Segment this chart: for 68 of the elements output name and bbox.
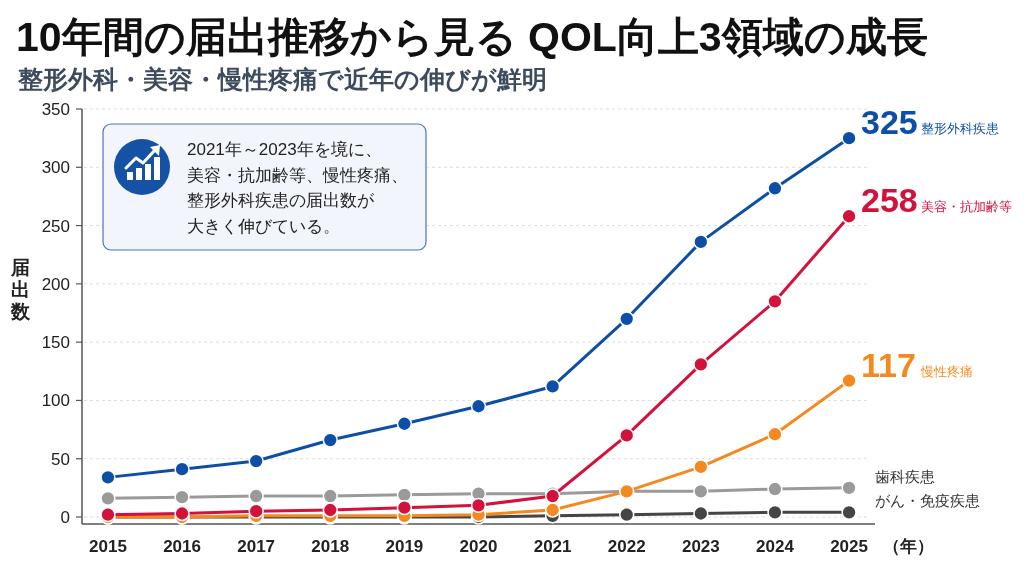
point [322,432,338,448]
point [174,489,190,505]
point [841,208,857,224]
point [396,500,413,516]
y-tick-label: 350 [41,99,70,119]
series-label: 歯科疾患 [875,467,936,485]
point [841,480,857,496]
y-tick-label: 50 [51,449,70,469]
x-tick-label: 2017 [237,537,276,556]
x-tick-label: 2015 [89,537,127,556]
point [841,504,857,520]
y-tick-label: 250 [41,216,70,236]
text: 慢性疼痛 [919,364,973,379]
point [767,180,783,196]
x-tick-label: 2021 [533,537,572,556]
point [174,505,190,522]
point [470,497,487,513]
x-tick-label: 2019 [385,537,424,556]
point [693,483,709,500]
point [174,461,190,477]
text: 美容・抗加齢等 [920,199,1012,215]
chart-subtitle: 整形外科・美容・慢性疼痛で近年の伸びが鮮明 [17,66,547,93]
point [693,459,709,475]
point [248,503,264,519]
point [470,398,487,414]
point [767,293,783,309]
point [619,507,635,523]
point [100,490,116,506]
point [248,453,264,469]
point [841,130,857,146]
point [767,504,783,520]
data-label: 258 [861,181,918,220]
chart-title: 10年間の届出推移から見る QOL向上3領域の成長 [16,14,928,60]
data-label: 325 [861,103,918,142]
point [693,505,709,522]
series-label: がん・免疫疾患 [875,492,981,510]
point [619,427,635,444]
point [767,426,783,442]
point [100,469,116,486]
annotation: 2021年～2023年を境に、美容・抗加齢等、慢性疼痛、整形外科疾患の届出数が大きく伸びている。 [187,140,408,236]
point [841,372,857,389]
x-tick-label: 2022 [607,537,646,556]
point [396,487,413,503]
y-tick-label: 100 [41,391,70,411]
point [322,488,338,504]
y-tick-label: 200 [41,274,70,294]
point [619,311,635,327]
x-tick-label: 2023 [681,537,720,556]
point [544,378,561,395]
y-tick-label: 150 [41,333,70,353]
text: 整形外科疾患 [920,122,999,137]
x-tick-label: 2025 [830,537,868,556]
x-axis-title: （年） [883,537,934,556]
x-tick-label: 2018 [311,537,350,556]
x-tick-label: 2020 [459,537,498,556]
y-tick-label: 300 [41,158,70,178]
point [248,488,264,504]
point [693,356,709,372]
point [767,481,783,497]
point [544,502,561,518]
y-axis-title: 届出数 [9,257,31,322]
data-label: 117 [861,345,916,384]
point [396,416,413,432]
y-tick-label: 0 [60,507,70,527]
point [322,502,338,518]
x-tick-label: 2016 [163,537,201,556]
point [693,234,709,250]
x-tick-label: 2024 [756,537,795,556]
